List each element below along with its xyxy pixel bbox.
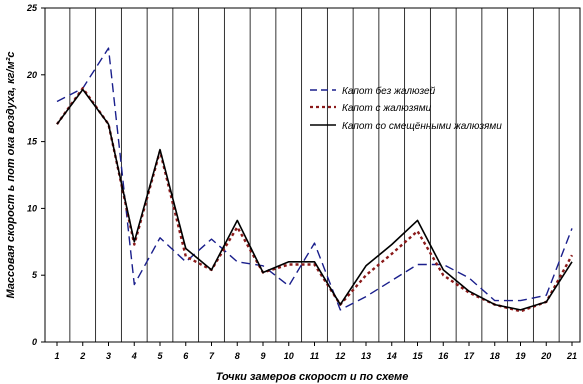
x-tick-label: 20 [540,351,551,361]
x-tick-label: 3 [106,351,111,361]
series-line-2 [56,86,574,313]
y-tick-label: 10 [27,203,37,213]
plot-area-frame [44,7,581,343]
x-axis: 1 2 3 4 5 6 7 8 9 10 11 12 13 14 15 16 17 18 19 20 21 [54,342,577,361]
x-tick-label: 8 [235,351,240,361]
x-tick-label: 7 [209,351,215,361]
x-tick-label: 5 [157,351,163,361]
x-tick-label: 1 [54,351,59,361]
y-axis: 0 5 10 15 20 25 [26,3,45,347]
x-tick-label: 10 [284,351,294,361]
series-lines [56,47,574,313]
x-tick-label: 9 [260,351,265,361]
y-tick-label: 15 [27,137,38,147]
x-tick-label: 2 [79,351,85,361]
legend-label-no-louvers: Капот без жалюзей [342,85,436,97]
x-tick-label: 19 [515,351,525,361]
legend: Капот без жалюзей Капот с жалюзями Капот… [310,85,502,132]
x-axis-title: Точки замеров скорост и по схеме [216,371,409,383]
series-line-3 [56,88,573,311]
x-tick-label: 21 [566,351,577,361]
x-tick-label: 15 [412,351,423,361]
x-tick-label: 18 [490,351,500,361]
x-tick-label: 11 [310,351,319,361]
y-tick-label: 25 [26,3,38,13]
x-tick-label: 12 [335,351,345,361]
grid [69,8,560,342]
x-tick-label: 6 [183,351,189,361]
x-tick-label: 14 [387,351,397,361]
y-tick-label: 0 [32,337,37,347]
x-tick-label: 4 [131,351,137,361]
y-axis-title: Массовая скорост ь пот ока воздуха, кг/м… [5,51,17,298]
y-tick-label: 20 [26,70,37,80]
x-tick-label: 13 [361,351,371,361]
x-tick-label: 17 [464,351,475,361]
legend-label-with-louvers: Капот с жалюзями [342,103,432,114]
x-tick-label: 16 [438,351,449,361]
y-tick-label: 5 [32,270,38,280]
series-line-1 [56,47,573,311]
legend-label-shifted-louvers: Капот со смещёнными жалюзями [342,121,502,132]
